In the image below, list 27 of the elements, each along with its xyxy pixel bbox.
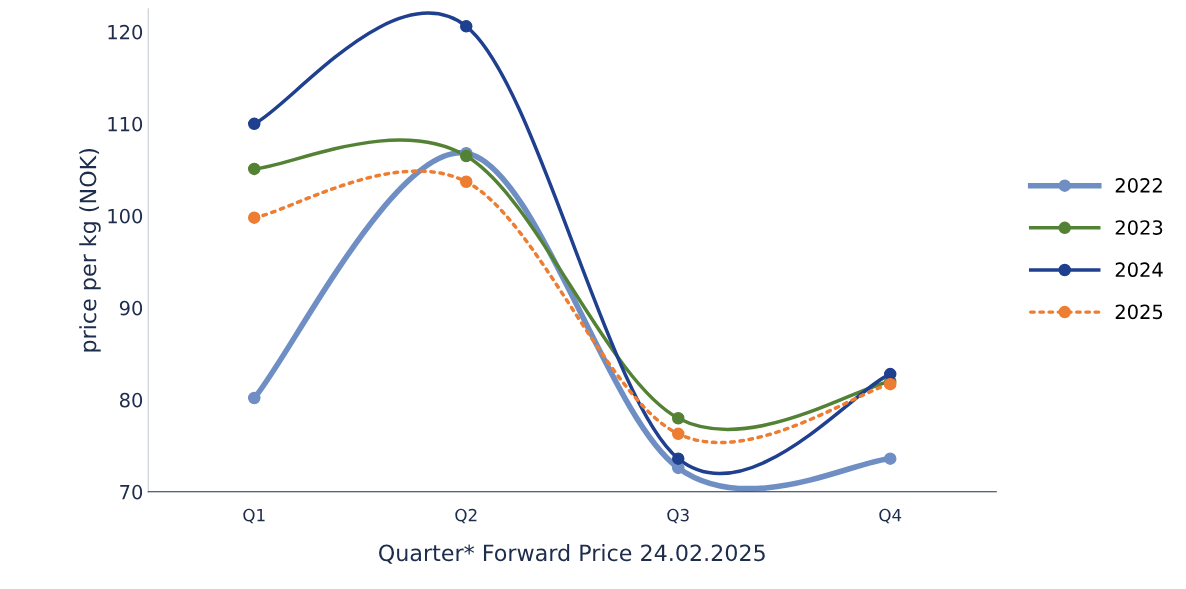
- point: [671, 411, 685, 425]
- y-axis-title: price per kg (NOK): [79, 149, 101, 352]
- point: [247, 391, 261, 405]
- point: [671, 427, 685, 441]
- y-tick-label: 110: [108, 116, 143, 132]
- legend-label: 2024: [1115, 262, 1163, 278]
- y-tick-label: 80: [119, 392, 143, 408]
- point: [459, 175, 473, 189]
- point: [883, 452, 897, 465]
- point: [459, 20, 473, 33]
- point: [883, 367, 897, 381]
- x-tick-label: Q1: [243, 508, 265, 524]
- y-tick-label: 70: [120, 484, 143, 500]
- legend-label: 2022: [1115, 178, 1162, 193]
- point: [247, 211, 261, 224]
- x-tick-label: Q4: [879, 508, 902, 524]
- x-tick-label: Q2: [455, 508, 477, 524]
- x-axis-title: Quarter* Forward Price 24.02.2025: [379, 544, 765, 564]
- x-tick-label: Q3: [667, 508, 689, 524]
- y-tick-label: 100: [108, 208, 143, 224]
- legend-label: 2023: [1115, 220, 1163, 235]
- point: [247, 162, 261, 176]
- legend-label: 2025: [1115, 304, 1163, 320]
- y-tick-label: 120: [108, 24, 143, 40]
- point: [247, 117, 261, 131]
- point: [671, 452, 685, 465]
- y-tick-label: 90: [119, 300, 143, 316]
